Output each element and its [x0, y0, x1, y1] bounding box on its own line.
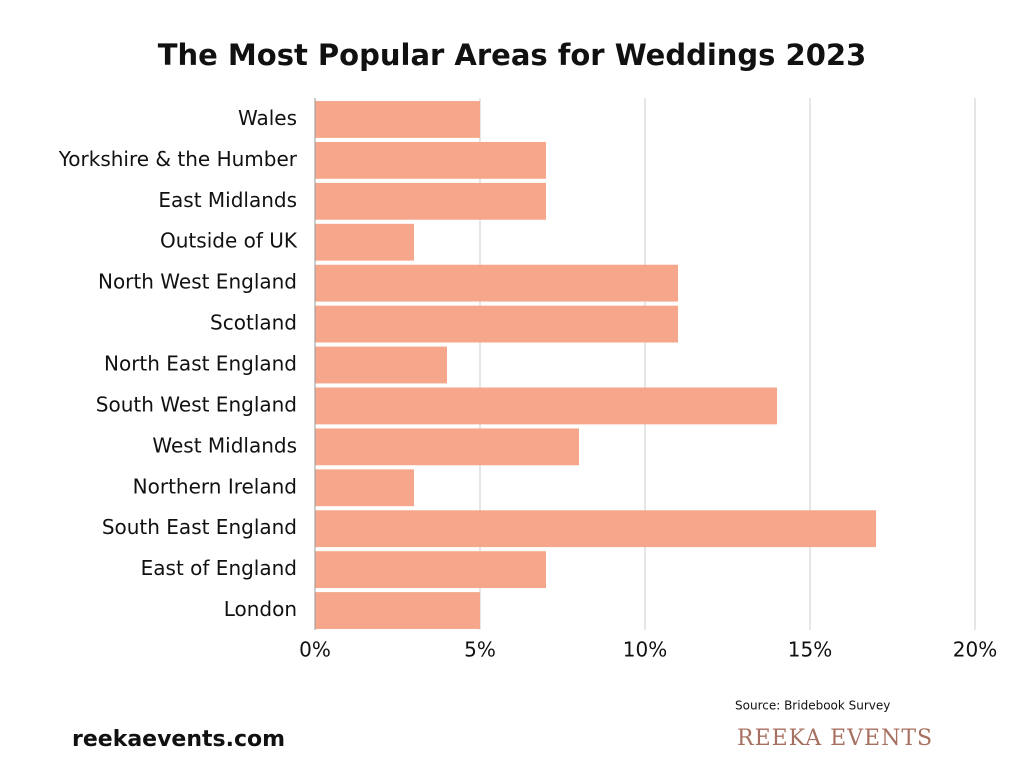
bar [315, 592, 480, 629]
bar [315, 387, 777, 425]
y-tick-label: Wales [238, 106, 297, 130]
source-note: Source: Bridebook Survey [735, 699, 890, 713]
x-tick-label: 5% [464, 638, 496, 662]
bar [315, 551, 546, 589]
bar [315, 510, 876, 548]
y-tick-label: Outside of UK [160, 229, 298, 253]
y-tick-label: South East England [102, 515, 297, 539]
bar [315, 182, 546, 220]
y-tick-label: West Midlands [152, 433, 297, 457]
y-tick-label: East of England [141, 556, 297, 580]
bar [315, 346, 447, 384]
chart-title: The Most Popular Areas for Weddings 2023 [158, 38, 867, 72]
x-tick-label: 10% [623, 638, 667, 662]
y-tick-label: London [224, 597, 297, 621]
bar [315, 469, 414, 507]
y-tick-label: South West England [96, 392, 297, 416]
bar [315, 428, 579, 466]
x-tick-label: 0% [299, 638, 331, 662]
y-tick-label: East Midlands [158, 188, 297, 212]
x-tick-label: 20% [953, 638, 997, 662]
x-tick-label: 15% [788, 638, 832, 662]
bar [315, 141, 546, 179]
website: reekaevents.com [72, 727, 285, 752]
y-tick-label: North East England [104, 352, 297, 376]
brand: REEKA EVENTS [737, 726, 933, 751]
bar [315, 305, 678, 343]
y-tick-label: Scotland [210, 311, 297, 335]
y-tick-label: Northern Ireland [133, 474, 297, 498]
y-tick-label: Yorkshire & the Humber [58, 147, 298, 171]
bar [315, 264, 678, 302]
bar [315, 101, 480, 138]
bar [315, 223, 414, 261]
y-tick-label: North West England [98, 270, 297, 294]
